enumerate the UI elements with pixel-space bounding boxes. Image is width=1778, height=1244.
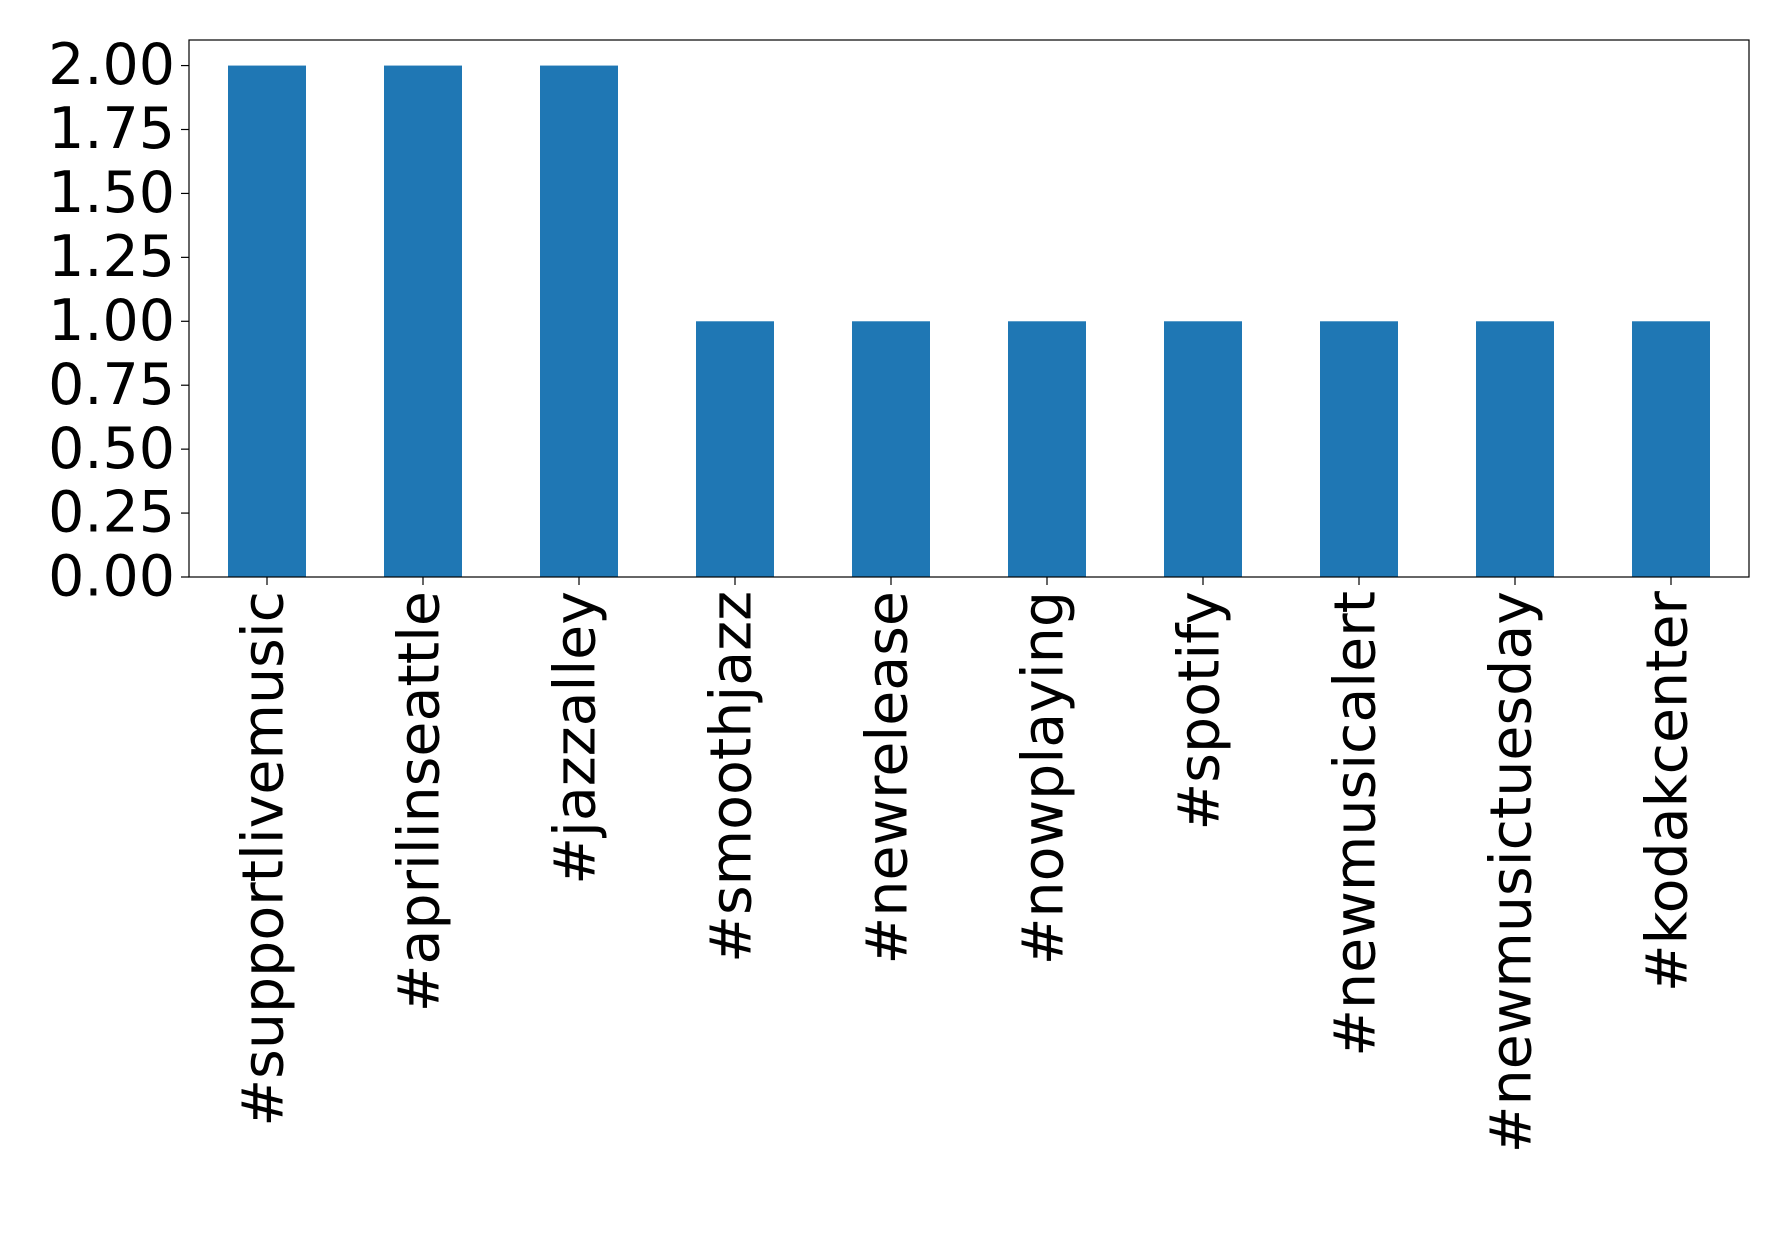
x-tick-label: #smoothjazz bbox=[699, 591, 765, 963]
x-tick-label: #newrelease bbox=[855, 591, 921, 964]
x-tick-label: #nowplaying bbox=[1011, 591, 1077, 965]
y-tick-label: 1.00 bbox=[48, 288, 175, 354]
bar bbox=[384, 65, 462, 578]
bar bbox=[228, 65, 306, 578]
plot-frame bbox=[188, 39, 1750, 578]
x-tick-label: #newmusictuesday bbox=[1479, 591, 1545, 1153]
bar bbox=[1008, 321, 1086, 577]
x-tick-label: #supportlivemusic bbox=[231, 591, 297, 1127]
x-tick-label: #aprilinseattle bbox=[387, 591, 453, 1012]
y-tick-label: 0.00 bbox=[48, 544, 175, 610]
x-tick-label: #spotify bbox=[1167, 591, 1233, 831]
bar bbox=[1632, 321, 1710, 577]
y-tick-label: 0.50 bbox=[48, 416, 175, 482]
y-tick-label: 2.00 bbox=[48, 32, 175, 98]
x-tick-label: #newmusicalert bbox=[1323, 591, 1389, 1057]
x-tick-label: #kodakcenter bbox=[1635, 590, 1701, 992]
bar bbox=[852, 321, 930, 577]
y-tick-label: 1.50 bbox=[48, 160, 175, 226]
y-tick-label: 0.25 bbox=[48, 480, 175, 546]
y-tick-label: 1.25 bbox=[48, 224, 175, 290]
y-tick-label: 1.75 bbox=[48, 96, 175, 162]
bar bbox=[1476, 321, 1554, 577]
bar bbox=[1320, 321, 1398, 577]
bar bbox=[1164, 321, 1242, 577]
bar bbox=[696, 321, 774, 577]
x-tick-label: #jazzalley bbox=[543, 591, 609, 885]
y-tick-label: 0.75 bbox=[48, 352, 175, 418]
bar bbox=[540, 65, 618, 578]
